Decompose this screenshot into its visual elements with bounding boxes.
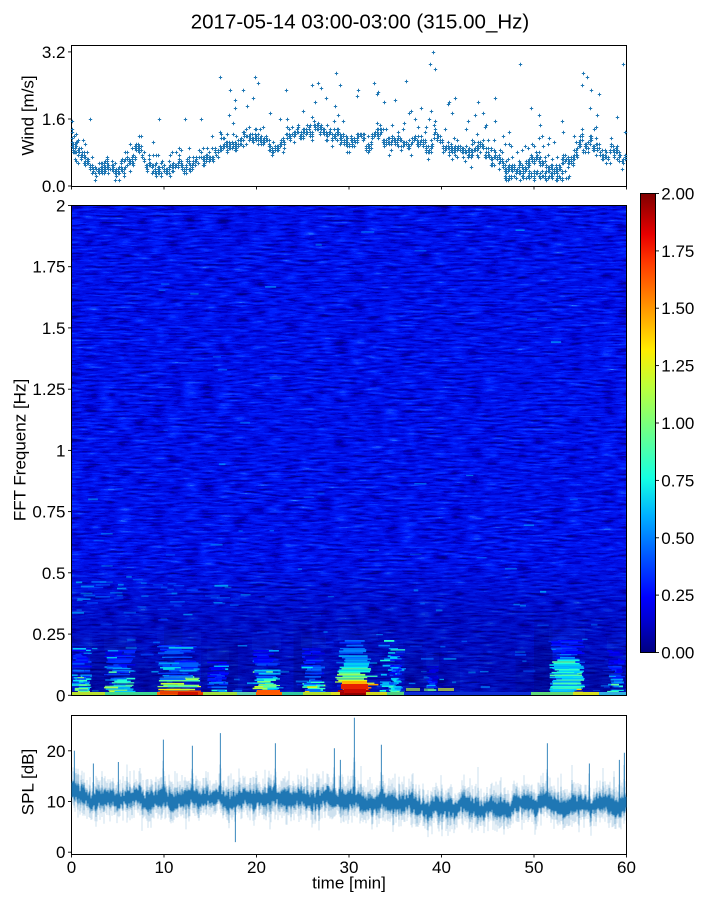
svg-text:0.0: 0.0	[42, 177, 66, 196]
svg-text:1.50: 1.50	[661, 299, 694, 318]
svg-text:0.75: 0.75	[32, 503, 65, 522]
svg-text:1.25: 1.25	[661, 357, 694, 376]
svg-text:1.25: 1.25	[32, 380, 65, 399]
svg-text:20: 20	[47, 742, 66, 761]
svg-text:Wind [m/s]: Wind [m/s]	[19, 75, 38, 155]
svg-text:0: 0	[56, 843, 65, 862]
svg-text:0: 0	[67, 858, 76, 877]
svg-text:30: 30	[340, 858, 359, 877]
svg-text:0.25: 0.25	[661, 586, 694, 605]
svg-text:1.75: 1.75	[661, 242, 694, 261]
svg-text:0.25: 0.25	[32, 625, 65, 644]
svg-text:10: 10	[47, 793, 66, 812]
svg-text:0.00: 0.00	[661, 644, 694, 663]
svg-text:20: 20	[247, 858, 266, 877]
svg-text:2: 2	[56, 197, 65, 216]
svg-text:SPL [dB]: SPL [dB]	[19, 749, 38, 815]
svg-text:1.75: 1.75	[32, 258, 65, 277]
svg-text:10: 10	[155, 858, 174, 877]
svg-text:1.00: 1.00	[661, 414, 694, 433]
svg-text:2017-05-14 03:00-03:00 (315.00: 2017-05-14 03:00-03:00 (315.00_Hz)	[191, 11, 530, 34]
svg-text:0: 0	[56, 686, 65, 705]
svg-text:3.2: 3.2	[42, 43, 66, 62]
svg-text:0.75: 0.75	[661, 471, 694, 490]
svg-text:FFT Frequenz [Hz]: FFT Frequenz [Hz]	[11, 379, 30, 521]
svg-text:60: 60	[617, 858, 636, 877]
svg-text:1.6: 1.6	[42, 110, 66, 129]
svg-text:40: 40	[432, 858, 451, 877]
svg-text:0.5: 0.5	[42, 564, 66, 583]
svg-text:0.50: 0.50	[661, 529, 694, 548]
svg-text:1.5: 1.5	[42, 319, 66, 338]
svg-text:50: 50	[525, 858, 544, 877]
svg-text:1: 1	[56, 441, 65, 460]
svg-text:time [min]: time [min]	[312, 874, 386, 893]
svg-text:2.00: 2.00	[661, 185, 694, 204]
